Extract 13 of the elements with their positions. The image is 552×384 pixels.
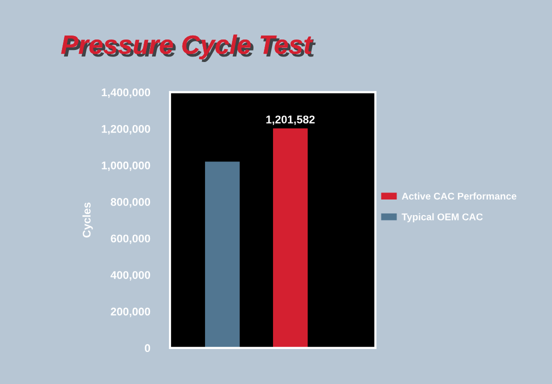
y-axis-title: Cycles [82, 202, 93, 238]
y-tick-label: 200,000 [110, 308, 150, 318]
y-tick-label: 1,200,000 [102, 124, 150, 134]
data-label: 1,201,582 [266, 116, 315, 126]
legend-label: Typical OEM CAC [402, 213, 483, 222]
legend-label: Active CAC Performance [402, 192, 516, 200]
y-tick-label: 1,400,000 [102, 88, 150, 98]
y-tick-label: 0 [144, 344, 150, 352]
y-tick-label: 600,000 [110, 234, 150, 244]
chart-title: Pressure Cycle Test [61, 34, 316, 62]
y-tick-label: 1,000,000 [102, 161, 150, 171]
y-tick-label: 800,000 [110, 198, 150, 208]
y-tick-label: 400,000 [110, 271, 150, 281]
